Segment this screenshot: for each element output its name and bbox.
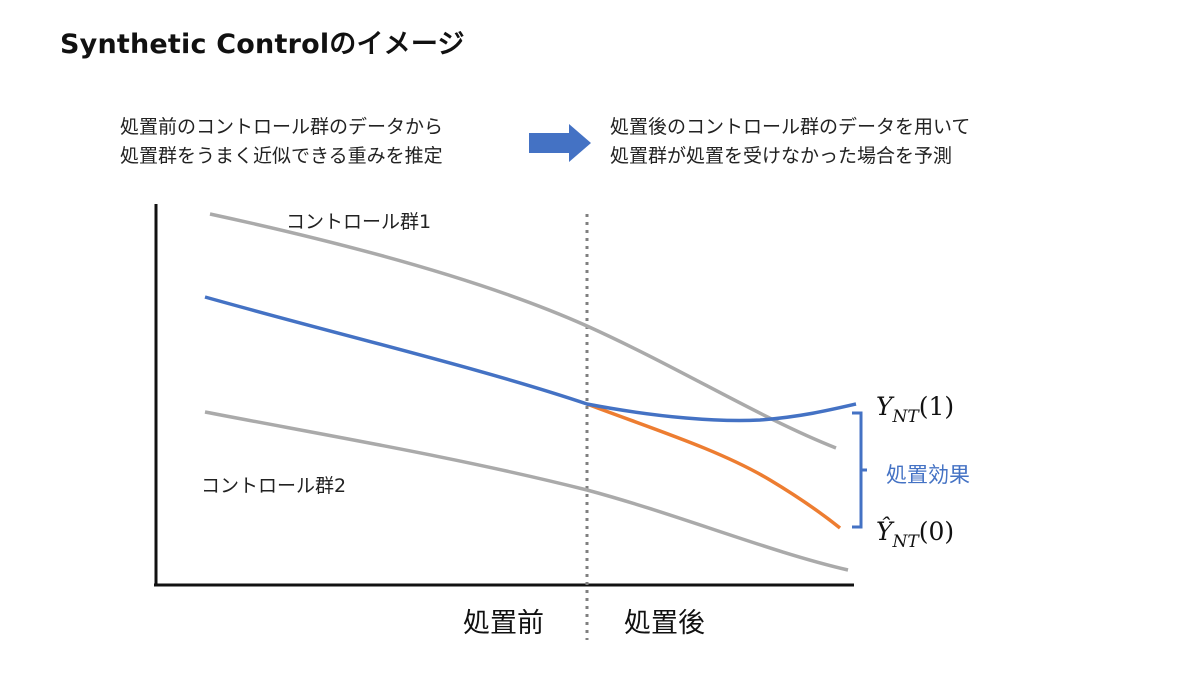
post-treatment-description-line-2: 処置群が処置を受けなかった場合を予測 — [610, 145, 953, 167]
pre-treatment-axis-label: 処置前 — [463, 608, 544, 639]
treated-group-line — [204, 295, 857, 423]
counterfactual-outcome-symbol: Ŷ — [876, 517, 895, 546]
right-arrow-shape — [529, 124, 591, 162]
pre-treatment-description-line-1: 処置前のコントロール群のデータから — [120, 116, 444, 138]
treated-outcome-subscript: NT — [892, 407, 921, 427]
treated-outcome-argument: (1) — [919, 392, 954, 421]
right-arrow-icon — [529, 124, 591, 162]
counterfactual-outcome-subscript: NT — [892, 532, 921, 552]
control-group-2-label: コントロール群2 — [201, 475, 346, 497]
post-treatment-description-line-1: 処置後のコントロール群のデータを用いて — [610, 116, 971, 138]
treated-outcome-label: YNT(1) — [876, 392, 954, 427]
treatment-effect-label: 処置効果 — [886, 463, 970, 487]
post-treatment-axis-label: 処置後 — [624, 608, 705, 639]
control-group-1-line — [209, 212, 837, 450]
post-treatment-description: 処置後のコントロール群のデータを用いて 処置群が処置を受けなかった場合を予測 — [610, 113, 970, 171]
pre-treatment-description: 処置前のコントロール群のデータから 処置群をうまく近似できる重みを推定 — [120, 113, 443, 171]
counterfactual-outcome-argument: (0) — [919, 517, 954, 546]
treatment-effect-bracket — [852, 411, 867, 529]
control-group-2-line — [204, 410, 849, 572]
control-group-1-label: コントロール群1 — [286, 211, 431, 233]
treated-outcome-symbol: Y — [876, 392, 895, 421]
counterfactual-outcome-label: ŶNT(0) — [876, 517, 954, 552]
counterfactual-line — [586, 402, 842, 530]
page-title: Synthetic Controlのイメージ — [60, 29, 465, 60]
pre-treatment-description-line-2: 処置群をうまく近似できる重みを推定 — [120, 145, 443, 167]
